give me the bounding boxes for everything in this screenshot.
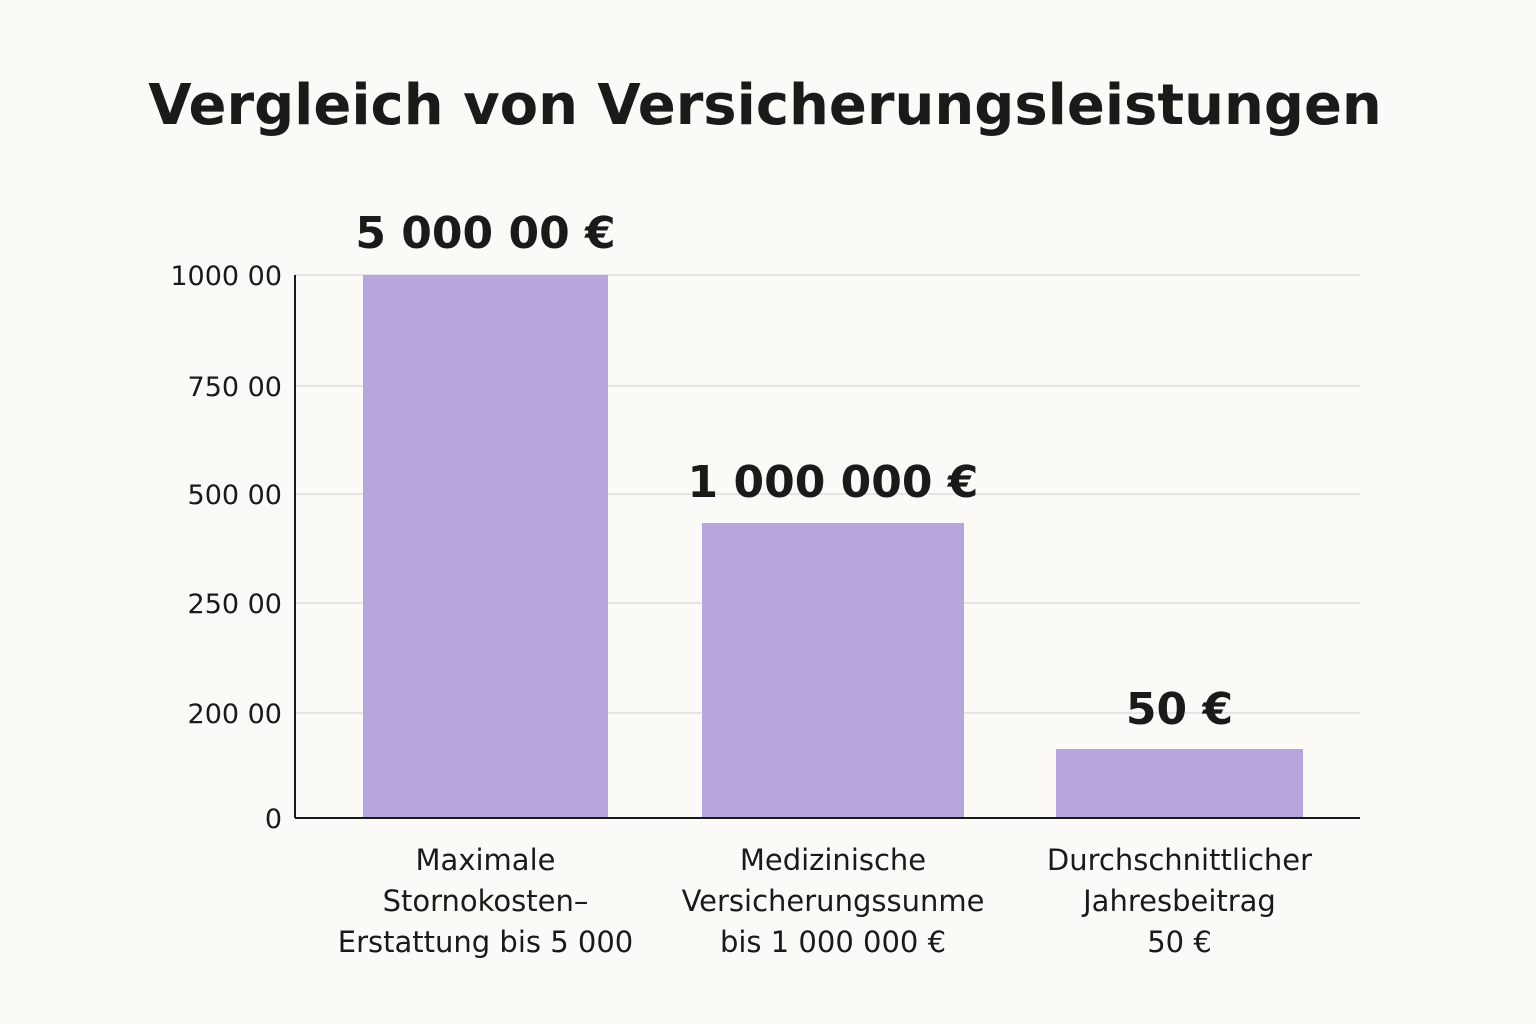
x-axis-labels: Maximale Stornokosten– Erstattung bis 5 00… <box>338 843 1312 959</box>
x-category-label: Medizinische Versicherungssunme bis 1 000 … <box>682 843 985 959</box>
y-axis-ticks: 0 200 00 250 00 500 00 750 00 1000 00 <box>170 261 282 835</box>
y-tick-label: 200 00 <box>188 699 282 730</box>
y-tick-label: 1000 00 <box>170 261 282 292</box>
bars <box>363 275 1303 818</box>
bar-value-label: 1 000 000 € <box>688 457 979 508</box>
y-tick-label: 750 00 <box>188 372 282 403</box>
y-tick-label: 0 <box>265 804 282 835</box>
data-labels: 5 000 00 € 1 000 000 € 50 € <box>355 208 1233 735</box>
chart-title: Vergleich von Versicherungsleistungen <box>148 73 1382 138</box>
y-tick-label: 250 00 <box>188 589 282 620</box>
bar-value-label: 50 € <box>1126 684 1233 735</box>
x-category-label: Maximale Stornokosten– Erstattung bis 5 00… <box>338 843 633 959</box>
y-tick-label: 500 00 <box>188 480 282 511</box>
bar-value-label: 5 000 00 € <box>355 208 615 259</box>
bar <box>702 523 964 818</box>
bar <box>1056 749 1303 818</box>
x-category-label: Durchschnittlicher Jahresbeitrag 50 € <box>1047 843 1312 959</box>
bar <box>363 275 608 818</box>
